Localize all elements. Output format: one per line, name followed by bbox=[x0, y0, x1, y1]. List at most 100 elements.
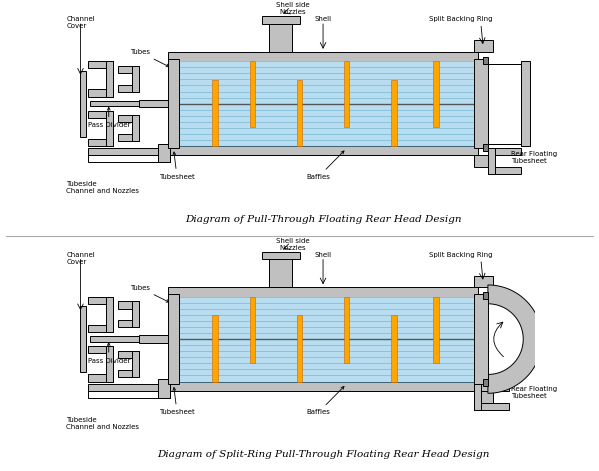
Bar bbox=[474, 155, 492, 167]
Bar bbox=[90, 336, 168, 342]
Bar bbox=[118, 66, 140, 73]
Bar bbox=[212, 80, 217, 146]
Bar bbox=[118, 320, 140, 327]
Text: Rear Floating
Tubesheet: Rear Floating Tubesheet bbox=[512, 151, 558, 164]
Text: Shell: Shell bbox=[314, 16, 332, 23]
Bar bbox=[488, 64, 521, 144]
Bar bbox=[269, 19, 292, 52]
Text: Tubesheet: Tubesheet bbox=[159, 152, 195, 180]
Bar bbox=[87, 61, 113, 68]
Text: Tubeside
Channel and Nozzles: Tubeside Channel and Nozzles bbox=[66, 181, 140, 195]
Bar bbox=[107, 61, 113, 97]
Bar bbox=[488, 64, 521, 144]
Bar bbox=[488, 167, 521, 174]
Bar bbox=[250, 297, 255, 363]
Polygon shape bbox=[488, 285, 542, 393]
Bar bbox=[107, 297, 113, 332]
Bar bbox=[90, 101, 168, 106]
Bar bbox=[488, 148, 495, 174]
Bar bbox=[168, 146, 479, 155]
Bar bbox=[269, 254, 292, 287]
Bar bbox=[168, 287, 479, 297]
Bar bbox=[87, 384, 170, 391]
Text: Baffles: Baffles bbox=[307, 387, 344, 415]
Bar bbox=[132, 351, 140, 377]
Bar bbox=[212, 316, 217, 382]
Text: Diagram of Pull-Through Floating Rear Head Design: Diagram of Pull-Through Floating Rear He… bbox=[185, 214, 461, 224]
Bar bbox=[87, 155, 170, 162]
Bar bbox=[474, 276, 492, 287]
Bar bbox=[132, 301, 140, 327]
Bar bbox=[87, 297, 113, 304]
Bar bbox=[474, 384, 481, 410]
Bar bbox=[87, 139, 113, 146]
Text: Shell: Shell bbox=[314, 252, 332, 258]
Text: Channel
Cover: Channel Cover bbox=[66, 252, 95, 265]
Text: Tubes: Tubes bbox=[130, 284, 169, 302]
Bar bbox=[118, 115, 140, 122]
Bar bbox=[87, 148, 170, 155]
Text: Split Backing Ring: Split Backing Ring bbox=[429, 252, 492, 258]
Polygon shape bbox=[488, 304, 523, 374]
Bar bbox=[483, 379, 488, 386]
Bar bbox=[262, 252, 300, 259]
Bar bbox=[87, 391, 170, 398]
Bar bbox=[80, 306, 86, 372]
Bar bbox=[118, 351, 140, 358]
Bar bbox=[483, 292, 488, 299]
Bar bbox=[483, 57, 488, 64]
Bar bbox=[168, 59, 179, 148]
Text: Rear Floating
Tubesheet: Rear Floating Tubesheet bbox=[512, 386, 558, 399]
Bar bbox=[474, 40, 492, 52]
Bar bbox=[250, 61, 255, 127]
Bar bbox=[87, 374, 113, 382]
Text: Baffles: Baffles bbox=[307, 151, 344, 180]
Bar bbox=[391, 80, 397, 146]
Bar bbox=[158, 144, 170, 162]
Bar bbox=[87, 111, 113, 118]
Bar bbox=[140, 335, 168, 343]
Bar bbox=[107, 346, 113, 382]
Bar bbox=[474, 403, 509, 410]
Bar bbox=[140, 100, 168, 107]
Text: Split Backing Ring: Split Backing Ring bbox=[429, 16, 492, 23]
Text: Tubeside
Channel and Nozzles: Tubeside Channel and Nozzles bbox=[66, 417, 140, 430]
Text: Shell side
Nozzles: Shell side Nozzles bbox=[276, 238, 309, 251]
Bar bbox=[391, 316, 397, 382]
Bar bbox=[168, 61, 479, 146]
Bar bbox=[80, 71, 86, 137]
Bar bbox=[521, 61, 530, 146]
Bar bbox=[118, 134, 140, 141]
Bar bbox=[168, 382, 479, 391]
Bar bbox=[132, 66, 140, 92]
Bar bbox=[433, 61, 439, 127]
Text: Channel
Cover: Channel Cover bbox=[66, 16, 95, 30]
Bar bbox=[433, 297, 439, 363]
Text: Tubes: Tubes bbox=[130, 49, 169, 66]
Bar bbox=[87, 325, 113, 332]
Bar bbox=[87, 346, 113, 353]
Bar bbox=[118, 370, 140, 377]
Bar bbox=[87, 89, 113, 97]
Bar bbox=[132, 115, 140, 141]
Bar bbox=[118, 85, 140, 92]
Bar bbox=[107, 111, 113, 146]
Bar bbox=[118, 301, 140, 309]
Bar bbox=[483, 144, 488, 151]
Bar bbox=[168, 52, 479, 61]
Bar bbox=[474, 384, 509, 391]
Text: Pass Divider: Pass Divider bbox=[87, 107, 130, 128]
Bar bbox=[297, 80, 302, 146]
Bar bbox=[344, 297, 349, 363]
Bar bbox=[168, 294, 179, 384]
Bar bbox=[344, 61, 349, 127]
Bar bbox=[474, 391, 492, 403]
Bar bbox=[297, 316, 302, 382]
Bar bbox=[488, 148, 521, 155]
Text: Tubesheet: Tubesheet bbox=[159, 388, 195, 415]
Bar bbox=[158, 379, 170, 398]
Bar bbox=[474, 59, 488, 148]
Text: Diagram of Split-Ring Pull-Through Floating Rear Head Design: Diagram of Split-Ring Pull-Through Float… bbox=[157, 450, 489, 459]
Text: Shell side
Nozzles: Shell side Nozzles bbox=[276, 2, 309, 16]
Text: Pass Divider: Pass Divider bbox=[87, 343, 130, 364]
